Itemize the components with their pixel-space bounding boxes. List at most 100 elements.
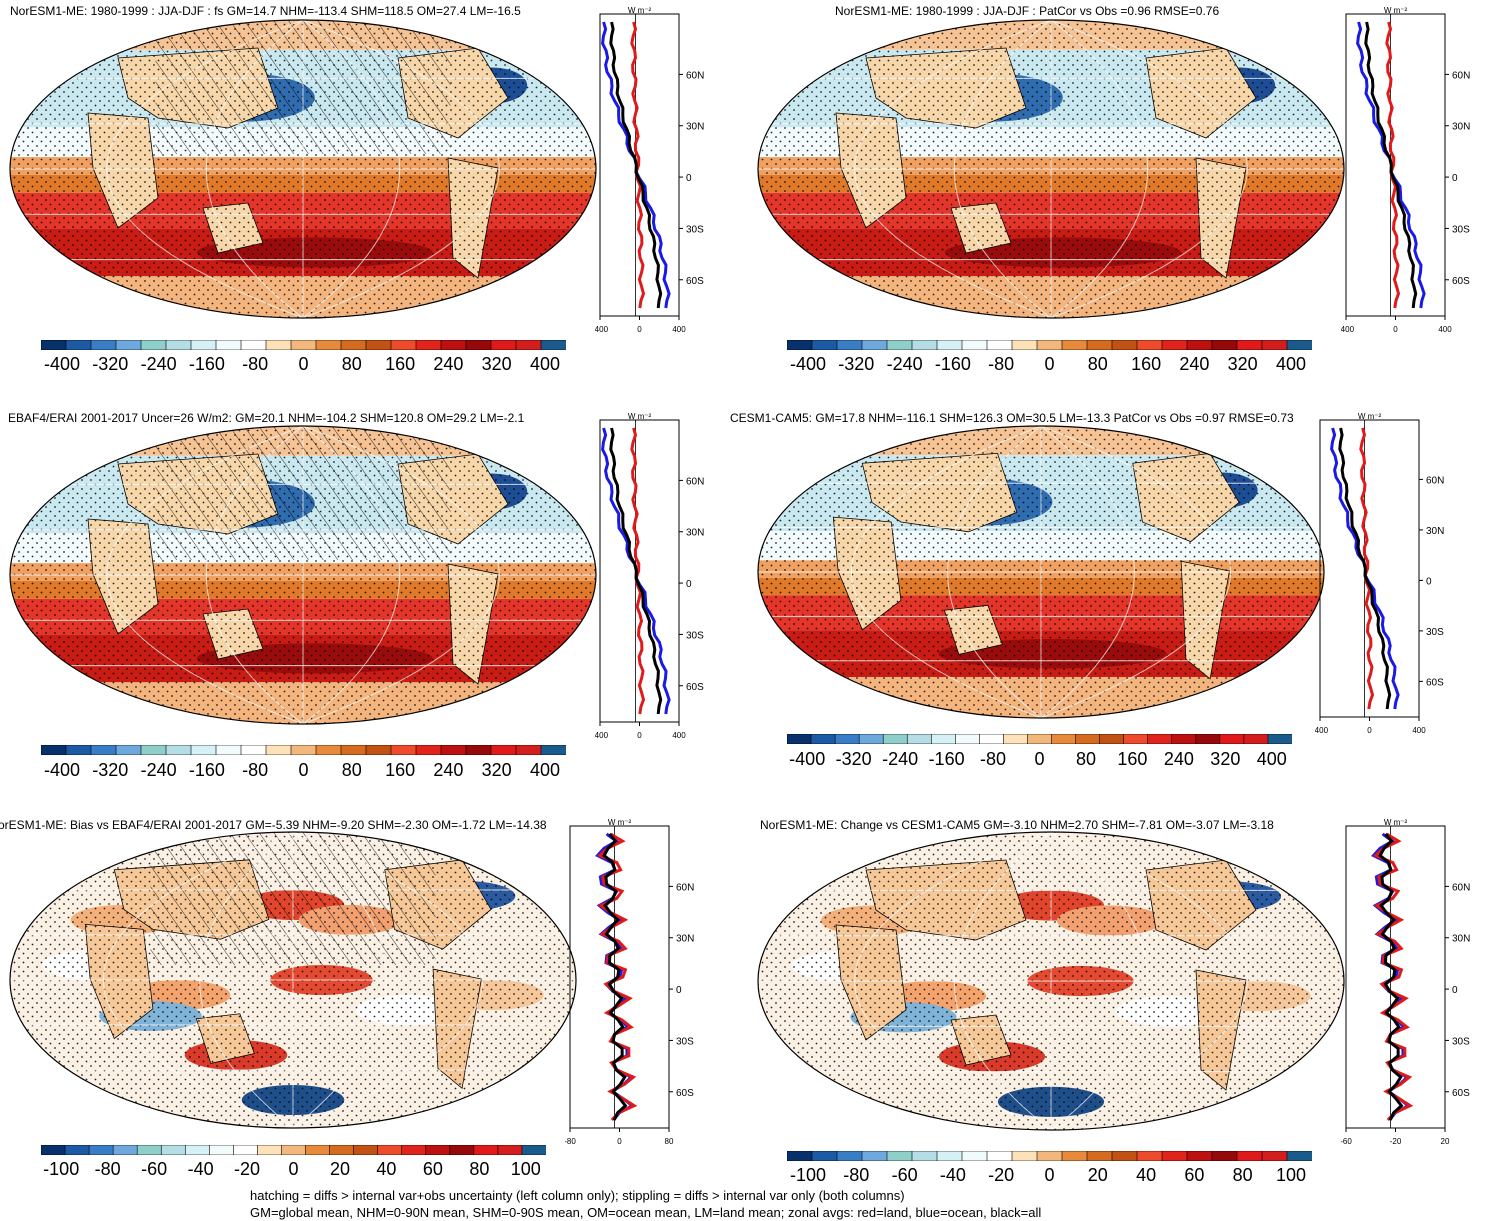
lat-label: 60S — [1426, 677, 1444, 688]
map-outline — [757, 425, 1325, 719]
colorbar-label: -400 — [789, 749, 826, 769]
colorbar-swatch — [1195, 734, 1221, 744]
colorbar-label: 0 — [298, 760, 309, 780]
lat-label: 30N — [686, 122, 704, 133]
colorbar — [41, 340, 566, 350]
x-tick-label: -80 — [565, 1137, 576, 1146]
colorbar-swatch — [1061, 340, 1088, 350]
grid-meridian — [292, 832, 484, 1128]
colorbar-swatch — [930, 734, 957, 744]
colorbar-swatch — [811, 1151, 838, 1161]
colorbar-label: -20 — [988, 1165, 1015, 1185]
zonal-mean-plot: W m⁻² 60N 30N 0 30S 60S -400 0 400 — [1341, 6, 1470, 334]
colorbar-swatch — [390, 745, 417, 755]
colorbar-swatch — [65, 340, 92, 350]
colorbar-swatch — [65, 745, 92, 755]
lat-label: 60N — [686, 476, 704, 487]
zonal-unit-label: W m⁻² — [1358, 412, 1382, 421]
colorbar-label: 400 — [529, 760, 561, 780]
grid-meridian — [106, 20, 304, 318]
colorbar-label: -60 — [141, 1159, 168, 1179]
colorbar-swatch — [1147, 734, 1173, 744]
colorbar-label: -80 — [843, 1165, 870, 1185]
colorbar-label: 80 — [1232, 1165, 1253, 1185]
colorbar-swatch — [986, 340, 1013, 350]
colorbar-swatch — [861, 1151, 888, 1161]
colorbar — [41, 745, 566, 755]
colorbar-label: -80 — [988, 354, 1015, 374]
colorbar-swatch — [140, 745, 167, 755]
colorbar-swatch — [41, 340, 67, 350]
grid-meridian — [954, 20, 1052, 318]
colorbar-swatch — [882, 734, 909, 744]
colorbar-swatch — [1086, 340, 1113, 350]
colorbar-swatch — [955, 734, 981, 744]
colorbar-label: -320 — [92, 354, 129, 374]
colorbar-swatch — [515, 745, 542, 755]
colorbar-label: 320 — [481, 354, 512, 374]
colorbar-label: 160 — [385, 760, 416, 780]
land-curve — [1372, 832, 1414, 1122]
lat-label: 30S — [1452, 224, 1470, 235]
colorbar-swatch — [257, 1145, 283, 1155]
colorbar-swatch — [190, 745, 217, 755]
colorbar-swatch — [1061, 1151, 1088, 1161]
colorbar-swatch — [540, 340, 566, 350]
x-tick-label: -400 — [595, 731, 609, 740]
footer-line-2: GM=global mean, NHM=0-90N mean, SHM=0-90… — [250, 1205, 1042, 1220]
panel-title: NorESM1-ME: 1980-1999 : JJA-DJF : fs GM=… — [10, 4, 521, 18]
colorbar-swatch — [1261, 340, 1288, 350]
zonal-unit-label: W m⁻² — [608, 818, 632, 827]
colorbar-label: 0 — [1034, 749, 1045, 769]
colorbar-swatch — [160, 1145, 187, 1155]
grid-meridian — [206, 20, 304, 318]
grid-meridian — [206, 426, 304, 724]
colorbar-label: -60 — [891, 1165, 918, 1185]
colorbar-swatch — [1186, 340, 1213, 350]
colorbar-swatch — [415, 340, 442, 350]
colorbar-swatch — [810, 734, 836, 744]
colorbar-label: 0 — [1044, 354, 1055, 374]
colorbar-swatch — [473, 1145, 499, 1155]
colorbar-label: -80 — [94, 1159, 121, 1179]
colorbar-labels: -400 -320 -240 -160 -80 0 80 160 240 320 400 — [41, 354, 566, 378]
colorbar-swatch — [911, 1151, 938, 1161]
colorbar-label: -400 — [43, 354, 81, 374]
lat-label: 60S — [1452, 1088, 1470, 1099]
colorbar-swatch — [290, 745, 317, 755]
grid-meridian — [106, 426, 304, 724]
map-field — [758, 832, 1344, 1130]
grid-meridian — [854, 832, 1052, 1130]
colorbar-labels: -400 -320 -240 -160 -80 0 80 160 240 320 400 — [41, 760, 566, 784]
zonal-mean-plot: W m⁻² 60N 30N 0 30S 60S -80 0 80 — [565, 818, 694, 1146]
colorbar-swatch — [90, 745, 117, 755]
colorbar-label: 0 — [288, 1159, 299, 1179]
colorbar-swatch — [233, 1145, 259, 1155]
colorbar-labels: -100 -80 -60 -40 -20 0 20 40 60 80 100 — [787, 1165, 1312, 1189]
colorbar-swatch — [1243, 734, 1269, 744]
colorbar-swatch — [1075, 734, 1101, 744]
colorbar-label: 240 — [433, 760, 464, 780]
colorbar-label: 320 — [1227, 354, 1258, 374]
colorbar-swatch — [1086, 1151, 1113, 1161]
colorbar-swatch — [215, 745, 242, 755]
colorbar-swatch — [861, 340, 888, 350]
all-curve — [602, 833, 628, 1121]
map-outline — [9, 425, 597, 725]
map — [9, 831, 577, 1129]
colorbar-swatch — [112, 1145, 138, 1155]
colorbar-swatch — [88, 1145, 114, 1155]
colorbar-label: 160 — [1131, 354, 1162, 374]
colorbar-swatch — [836, 1151, 863, 1161]
colorbar-swatch — [886, 340, 913, 350]
colorbar-swatch — [906, 734, 933, 744]
colorbar-label: 320 — [481, 760, 512, 780]
colorbar-swatch — [240, 745, 267, 755]
footer-line-1: hatching = diffs > internal var+obs unce… — [250, 1188, 905, 1203]
x-tick-label: 400 — [672, 325, 686, 334]
colorbar-swatch — [1036, 340, 1063, 350]
x-tick-label: 0 — [637, 325, 642, 334]
colorbar-swatch — [315, 340, 342, 350]
lat-label: 0 — [1452, 173, 1458, 184]
zonal-mean-plot: W m⁻² 60N 30N 0 30S 60S -400 0 400 — [1315, 412, 1444, 735]
